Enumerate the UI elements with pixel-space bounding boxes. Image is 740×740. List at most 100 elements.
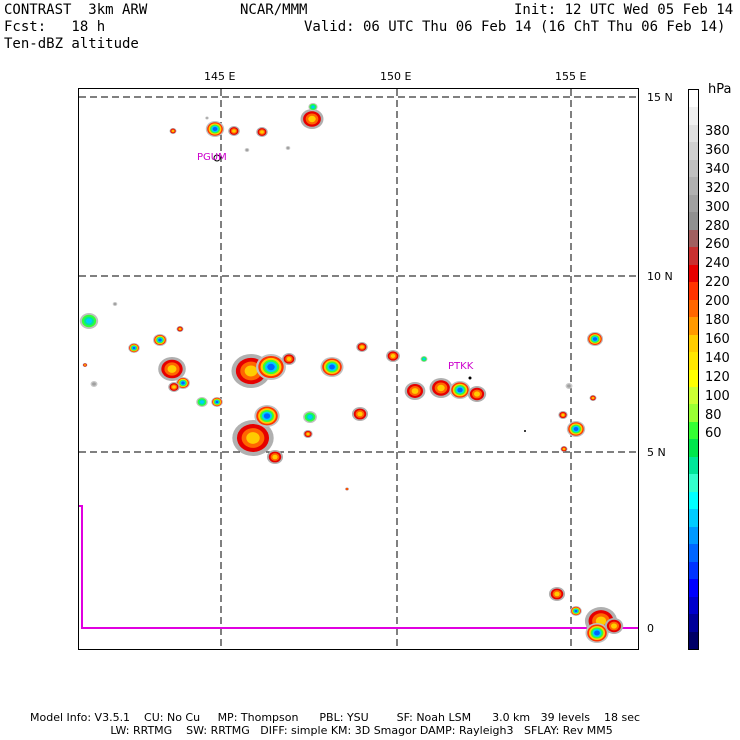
colorbar-swatch <box>689 194 698 213</box>
echo-cell <box>260 130 264 134</box>
echo-cell <box>167 365 177 373</box>
center-name: NCAR/MMM <box>240 2 308 18</box>
echo-cell <box>594 630 600 636</box>
colorbar-label: 100 <box>705 388 730 404</box>
echo-cell <box>92 382 96 386</box>
echo-cell <box>286 357 292 361</box>
colorbar-label: 200 <box>705 294 730 310</box>
colorbar-swatch <box>689 229 698 248</box>
colorbar-swatch <box>689 107 698 125</box>
echo-cell <box>206 117 208 119</box>
colorbar-swatch <box>689 614 698 632</box>
echo-cell <box>272 454 278 460</box>
echo-cell <box>457 387 463 393</box>
domain-boundary-line <box>79 505 638 629</box>
colorbar-label: 320 <box>705 180 730 196</box>
colorbar-swatch <box>689 142 698 160</box>
map-gridlines <box>79 89 638 649</box>
colorbar-swatch <box>689 561 698 580</box>
colorbar-swatch <box>689 579 698 597</box>
map-plot-area <box>78 88 639 650</box>
echo-cell <box>573 427 579 431</box>
lat-label-0: 0 <box>647 622 654 635</box>
forecast-hour: Fcst: 18 h <box>4 19 106 35</box>
colorbar-label: 360 <box>705 142 730 158</box>
echo-cell <box>215 400 219 404</box>
echo-cell <box>113 302 117 306</box>
colorbar-label: 60 <box>705 426 722 442</box>
lat-label-10n: 10 N <box>647 270 673 283</box>
colorbar-swatch <box>689 456 698 475</box>
colorbar-swatch <box>689 159 698 178</box>
colorbar-swatch <box>689 264 698 283</box>
echo-cell <box>244 365 258 377</box>
echo-cell <box>567 384 571 388</box>
echo-cell <box>311 105 315 109</box>
echo-cell <box>307 415 313 419</box>
colorbar-label: 140 <box>705 350 730 366</box>
colorbar-swatch <box>689 124 698 143</box>
echo-cell <box>172 385 176 389</box>
field-name: Ten-dBZ altitude <box>4 36 139 52</box>
echo-cell <box>592 337 598 341</box>
colorbar-swatch <box>689 404 698 422</box>
colorbar-label: 280 <box>705 218 730 234</box>
echo-cell <box>181 381 185 385</box>
echo-cell <box>286 146 290 150</box>
colorbar-label: 300 <box>705 199 730 215</box>
echo-cell <box>554 591 560 597</box>
colorbar-swatch <box>689 369 698 387</box>
colorbar-swatch <box>689 439 698 457</box>
colorbar-label: 260 <box>705 237 730 253</box>
echo-cell <box>360 345 364 349</box>
colorbar-swatch <box>689 177 698 195</box>
colorbar-swatch <box>689 596 698 615</box>
station-pgum: PGUM <box>197 152 227 163</box>
echo-cell <box>346 488 348 490</box>
echo-cell <box>411 388 419 394</box>
colorbar-swatch <box>689 631 698 649</box>
echo-cell <box>306 432 310 436</box>
echo-cells <box>79 103 624 643</box>
echo-cell <box>591 397 595 399</box>
model-title: CONTRAST 3km ARW <box>4 2 148 18</box>
echo-cell <box>474 391 480 397</box>
valid-time: Valid: 06 UTC Thu 06 Feb 14 (16 ChT Thu … <box>304 19 726 35</box>
echo-cell <box>232 129 236 133</box>
echo-cell <box>200 400 204 404</box>
chuuk-island-marker <box>468 376 472 380</box>
colorbar-label: 380 <box>705 124 730 139</box>
colorbar-swatch <box>689 526 698 545</box>
colorbar-swatch <box>689 317 698 335</box>
colorbar-swatch <box>689 282 698 300</box>
colorbar-label: 220 <box>705 275 730 291</box>
echo-cell <box>562 448 566 450</box>
colorbar-swatch <box>689 90 698 108</box>
echo-cell <box>267 363 275 371</box>
echo-cell <box>132 346 136 350</box>
colorbar-label: 80 <box>705 407 722 423</box>
lat-label-15n: 15 N <box>647 91 673 104</box>
echo-cell <box>158 338 162 342</box>
colorbar-swatch <box>689 299 698 318</box>
colorbar-label: 240 <box>705 256 730 272</box>
colorbar-unit: hPa <box>708 82 732 97</box>
echo-cell <box>245 148 249 152</box>
colorbar-swatch <box>689 474 698 492</box>
echo-cell <box>611 623 617 629</box>
echo-cell <box>437 384 445 392</box>
station-ptkk: PTKK <box>448 361 474 372</box>
echo-cell <box>212 127 218 131</box>
echo-cell <box>561 413 565 417</box>
colorbar-swatch <box>689 247 698 265</box>
colorbar-swatch <box>689 352 698 370</box>
colorbar-label: 340 <box>705 161 730 177</box>
footer-model-info: Model Info: V3.5.1 CU: No Cu MP: Thompso… <box>30 711 641 724</box>
echo-cell <box>308 115 316 123</box>
echo-cell <box>86 318 92 324</box>
echo-cell <box>574 609 578 613</box>
echo-cell <box>422 358 426 360</box>
guam-island-outline <box>213 154 221 162</box>
colorbar-label: 180 <box>705 313 730 328</box>
colorbar-label: 160 <box>705 331 730 347</box>
